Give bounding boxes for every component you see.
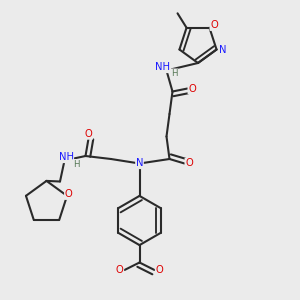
Text: NH: NH [58,152,74,163]
Text: O: O [185,158,193,169]
Text: O: O [210,20,218,30]
Text: O: O [155,265,163,275]
Text: O: O [188,83,196,94]
Text: N: N [136,158,143,169]
Text: NH: NH [155,62,170,73]
Text: N: N [219,44,227,55]
Text: O: O [65,189,72,199]
Text: O: O [85,129,92,139]
Text: H: H [73,160,79,169]
Text: H: H [171,69,178,78]
Text: O: O [116,265,124,275]
